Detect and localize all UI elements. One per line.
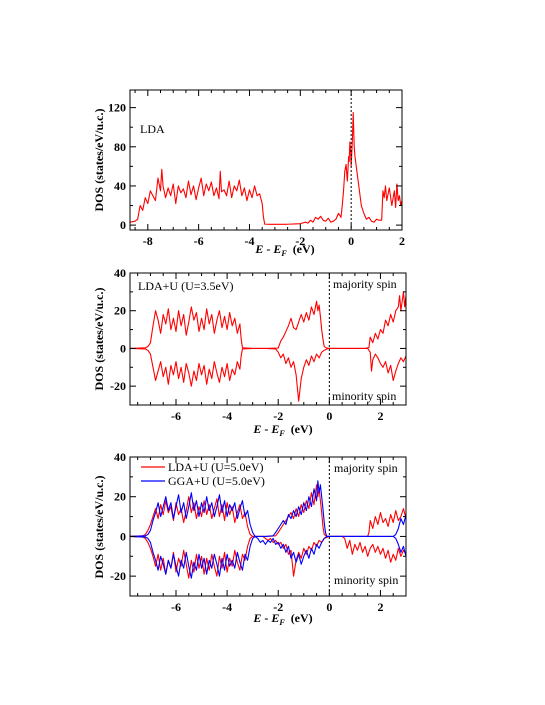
lda-x-axis-label: E - EF (eV) xyxy=(254,242,314,258)
ldau35-x-tick-label: -4 xyxy=(222,409,232,423)
lda-y-tick-label: 40 xyxy=(114,179,126,193)
ldau35-y-tick-label: -20 xyxy=(110,379,126,393)
lda-x-tick-label: -6 xyxy=(194,234,204,248)
ldau50-x-axis-label: E - EF (eV) xyxy=(252,611,312,627)
ldau35-series-group xyxy=(130,291,406,402)
lda-x-tick-label: -2 xyxy=(295,234,305,248)
ldau35-label: LDA+U (U=3.5eV) xyxy=(138,279,234,293)
ldau35-x-tick-label: 0 xyxy=(326,409,332,423)
ldau50-majority-label: majority spin xyxy=(334,461,398,475)
ldau50-series-line-0 xyxy=(130,484,406,537)
ldau35-minority-label: minority spin xyxy=(332,389,396,403)
lda-plot-area xyxy=(130,111,402,225)
lda-x-tick-label: -4 xyxy=(244,234,254,248)
ldau35-majority-label: majority spin xyxy=(333,277,397,291)
lda-label: LDA xyxy=(140,122,165,136)
lda-y-axis-label: DOS (states/eV/u.c.) xyxy=(92,109,106,212)
ldau35-series-line-0 xyxy=(130,291,406,349)
ldau35-x-tick-label: -6 xyxy=(171,409,181,423)
ldau50-legend: LDA+U (U=5.0eV) GGA+U (U=5.0eV) xyxy=(141,460,265,488)
lda-y-tick-label: 0 xyxy=(120,218,126,232)
ldau50-y-tick-label: -20 xyxy=(110,569,126,583)
ldau50-series-line-3 xyxy=(130,535,406,579)
ldau35-y-tick-label: 0 xyxy=(120,341,126,355)
ldau50-minority-label: minority spin xyxy=(334,573,398,587)
ldau50-y-axis-label: DOS (states/eV/u.c.) xyxy=(92,476,106,579)
legend-label-lda: LDA+U (U=5.0eV) xyxy=(168,460,264,474)
lda-series-line-0 xyxy=(130,111,402,225)
ldau35-series-line-1 xyxy=(130,347,406,402)
ldau35-x-tick-label: 2 xyxy=(377,409,383,423)
ldau50-x-tick-label: -2 xyxy=(273,600,283,614)
lda-series-group xyxy=(130,111,402,225)
ldau50-frame xyxy=(129,456,407,597)
lda-y-tick-label: 120 xyxy=(108,101,126,115)
legend-label-gga: GGA+U (U=5.0eV) xyxy=(168,474,265,488)
lda-x-tick-label: 0 xyxy=(348,234,354,248)
lda-y-tick-label: 80 xyxy=(114,140,126,154)
ldau50-x-tick-label: 2 xyxy=(377,600,383,614)
lda-x-tick-label: -8 xyxy=(143,234,153,248)
lda-frame xyxy=(129,89,403,231)
ldau50-x-tick-label: -4 xyxy=(222,600,232,614)
ldau50-y-tick-label: 40 xyxy=(114,450,126,464)
ldau35-plot-area xyxy=(130,291,406,402)
ldau35-y-tick-label: 40 xyxy=(114,266,126,280)
ldau35-x-tick-label: -2 xyxy=(273,409,283,423)
ldau35-x-axis-label: E - EF (eV) xyxy=(252,422,312,438)
lda-x-tick-label: 2 xyxy=(399,234,405,248)
ldau50-series-line-2 xyxy=(130,480,406,537)
ldau35-frame xyxy=(129,272,407,406)
ldau50-plot-area xyxy=(130,480,406,579)
ldau50-x-tick-label: -6 xyxy=(171,600,181,614)
ldau50-x-tick-label: 0 xyxy=(326,600,332,614)
ldau35-y-tick-label: 20 xyxy=(114,304,126,318)
ldau35-y-axis-label: DOS (states/eV/u.c.) xyxy=(92,288,106,391)
ldau50-series-group xyxy=(130,480,406,579)
ldau50-y-tick-label: 20 xyxy=(114,490,126,504)
ldau50-series-line-1 xyxy=(130,535,406,579)
ldau50-y-tick-label: 0 xyxy=(120,529,126,543)
